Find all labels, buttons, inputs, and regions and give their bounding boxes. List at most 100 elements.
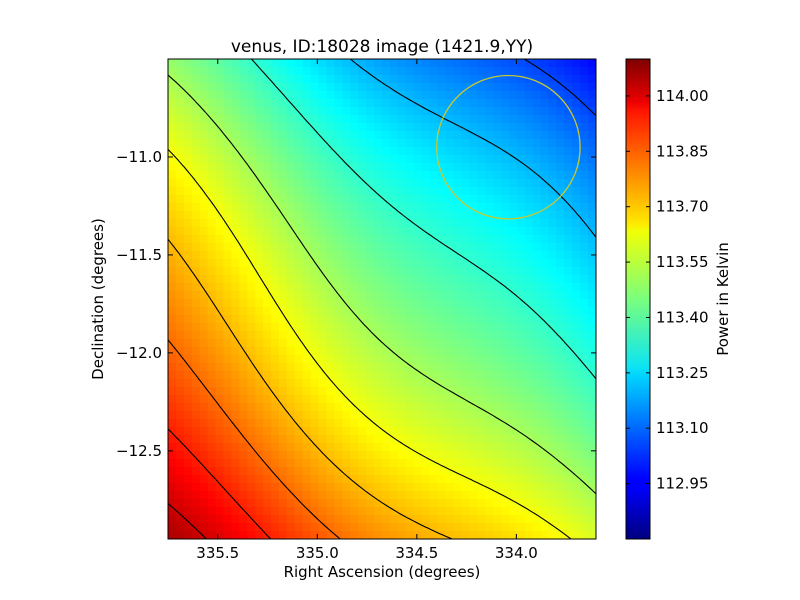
- heat-cell: [286, 531, 296, 539]
- heat-cell: [469, 299, 478, 308]
- heat-cell: [492, 395, 502, 404]
- heat-cell: [524, 363, 534, 372]
- heat-cell: [366, 403, 375, 412]
- heat-cell: [191, 115, 201, 124]
- heat-cell: [580, 531, 589, 539]
- heat-cell: [207, 99, 217, 108]
- heat-cell: [191, 323, 201, 332]
- heat-cell: [223, 307, 233, 316]
- heat-cell: [532, 163, 542, 172]
- heat-cell: [572, 83, 581, 92]
- heat-cell: [326, 363, 336, 372]
- heat-cell: [239, 443, 248, 452]
- heat-cell: [397, 259, 407, 268]
- heat-cell: [405, 395, 415, 404]
- heat-cell: [445, 99, 454, 108]
- heat-cell: [532, 131, 542, 140]
- heat-cell: [255, 395, 264, 404]
- heat-cell: [255, 483, 264, 492]
- heat-cell: [556, 363, 565, 372]
- heat-cell: [271, 75, 280, 84]
- heat-cell: [183, 67, 193, 76]
- heat-cell: [421, 467, 431, 476]
- heat-cell: [366, 139, 375, 148]
- heat-cell: [342, 75, 351, 84]
- heat-cell: [508, 67, 518, 76]
- heat-cell: [302, 235, 312, 244]
- heat-cell: [199, 219, 209, 228]
- heat-cell: [263, 91, 272, 100]
- heat-cell: [168, 315, 177, 324]
- heat-cell: [548, 483, 557, 492]
- heat-cell: [572, 163, 581, 172]
- heat-cell: [302, 491, 312, 500]
- heat-cell: [572, 155, 581, 164]
- heat-cell: [350, 307, 359, 316]
- heat-cell: [580, 307, 589, 316]
- heat-cell: [397, 411, 407, 420]
- heat-cell: [421, 403, 431, 412]
- heat-cell: [231, 259, 240, 268]
- heat-cell: [231, 347, 240, 356]
- heat-cell: [540, 483, 550, 492]
- heat-cell: [247, 395, 256, 404]
- heat-cell: [492, 107, 502, 116]
- heat-cell: [168, 171, 177, 180]
- heat-cell: [485, 291, 494, 300]
- heat-cell: [556, 467, 565, 476]
- heat-cell: [572, 355, 581, 364]
- heat-cell: [294, 459, 304, 468]
- heat-cell: [271, 491, 280, 500]
- heat-cell: [492, 459, 502, 468]
- heat-cell: [516, 75, 526, 84]
- heat-cell: [263, 467, 272, 476]
- heat-cell: [278, 107, 288, 116]
- heat-cell: [183, 467, 193, 476]
- heat-cell: [207, 211, 217, 220]
- heat-cell: [445, 259, 454, 268]
- heat-cell: [334, 107, 343, 116]
- heat-cell: [271, 235, 280, 244]
- heat-cell: [366, 443, 375, 452]
- heat-cell: [405, 299, 415, 308]
- heat-cell: [223, 243, 233, 252]
- heat-cell: [263, 171, 272, 180]
- heat-cell: [556, 67, 565, 76]
- heat-cell: [231, 187, 240, 196]
- heat-cell: [175, 427, 185, 436]
- heat-cell: [397, 403, 407, 412]
- heat-cell: [302, 155, 312, 164]
- heat-cell: [429, 467, 439, 476]
- heat-cell: [485, 443, 494, 452]
- heat-cell: [564, 75, 573, 84]
- heat-cell: [540, 187, 550, 196]
- heat-cell: [175, 411, 185, 420]
- heat-cell: [223, 491, 233, 500]
- heat-cell: [318, 435, 328, 444]
- heat-cell: [255, 123, 264, 132]
- heat-cell: [524, 275, 534, 284]
- heat-cell: [247, 195, 256, 204]
- heat-cell: [168, 483, 177, 492]
- heat-cell: [588, 187, 596, 196]
- heat-cell: [239, 275, 248, 284]
- heat-cell: [239, 227, 248, 236]
- heat-cell: [334, 275, 343, 284]
- heat-cell: [382, 131, 391, 140]
- heat-cell: [247, 107, 256, 116]
- heat-cell: [342, 523, 351, 532]
- heat-cell: [556, 339, 565, 348]
- heat-cell: [445, 355, 454, 364]
- heat-cell: [524, 395, 534, 404]
- heat-cell: [302, 395, 312, 404]
- y-tick-label: −11.0: [116, 148, 162, 166]
- heat-cell: [247, 467, 256, 476]
- heat-cell: [397, 75, 407, 84]
- heat-cell: [532, 299, 542, 308]
- heat-cell: [255, 355, 264, 364]
- heat-cell: [239, 99, 248, 108]
- heat-cell: [318, 203, 328, 212]
- heat-cell: [358, 251, 367, 260]
- heat-cell: [397, 347, 407, 356]
- heat-cell: [469, 499, 478, 508]
